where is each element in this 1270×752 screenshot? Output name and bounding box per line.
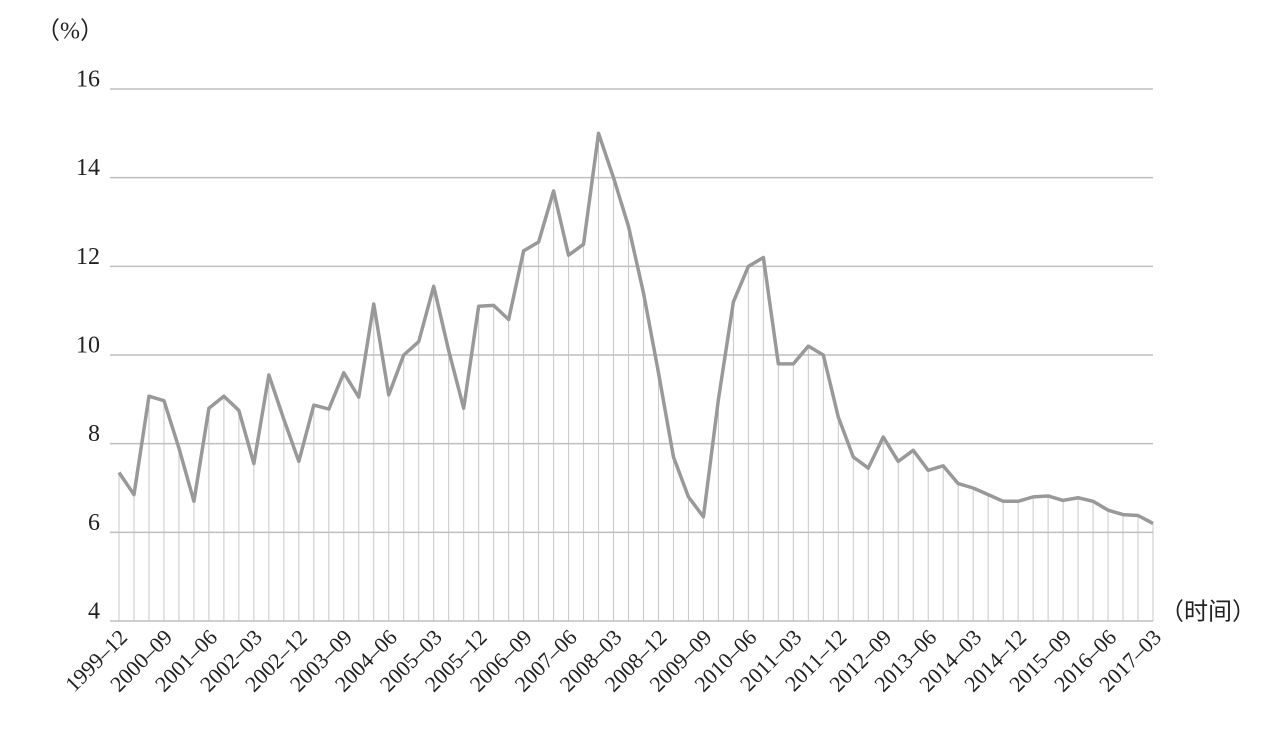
y-tick-label: 16 xyxy=(76,67,100,93)
y-tick-label: 6 xyxy=(88,510,100,536)
y-tick-label: 4 xyxy=(88,599,100,625)
x-unit-label: （时间） xyxy=(1160,599,1256,626)
line xyxy=(117,131,1154,526)
y-tick-label: 8 xyxy=(88,421,100,447)
y-unit-label: （%） xyxy=(36,19,104,45)
y-tick-label: 12 xyxy=(76,244,100,270)
y-tick-label: 14 xyxy=(76,155,100,181)
y-tick-label: 10 xyxy=(76,333,100,359)
